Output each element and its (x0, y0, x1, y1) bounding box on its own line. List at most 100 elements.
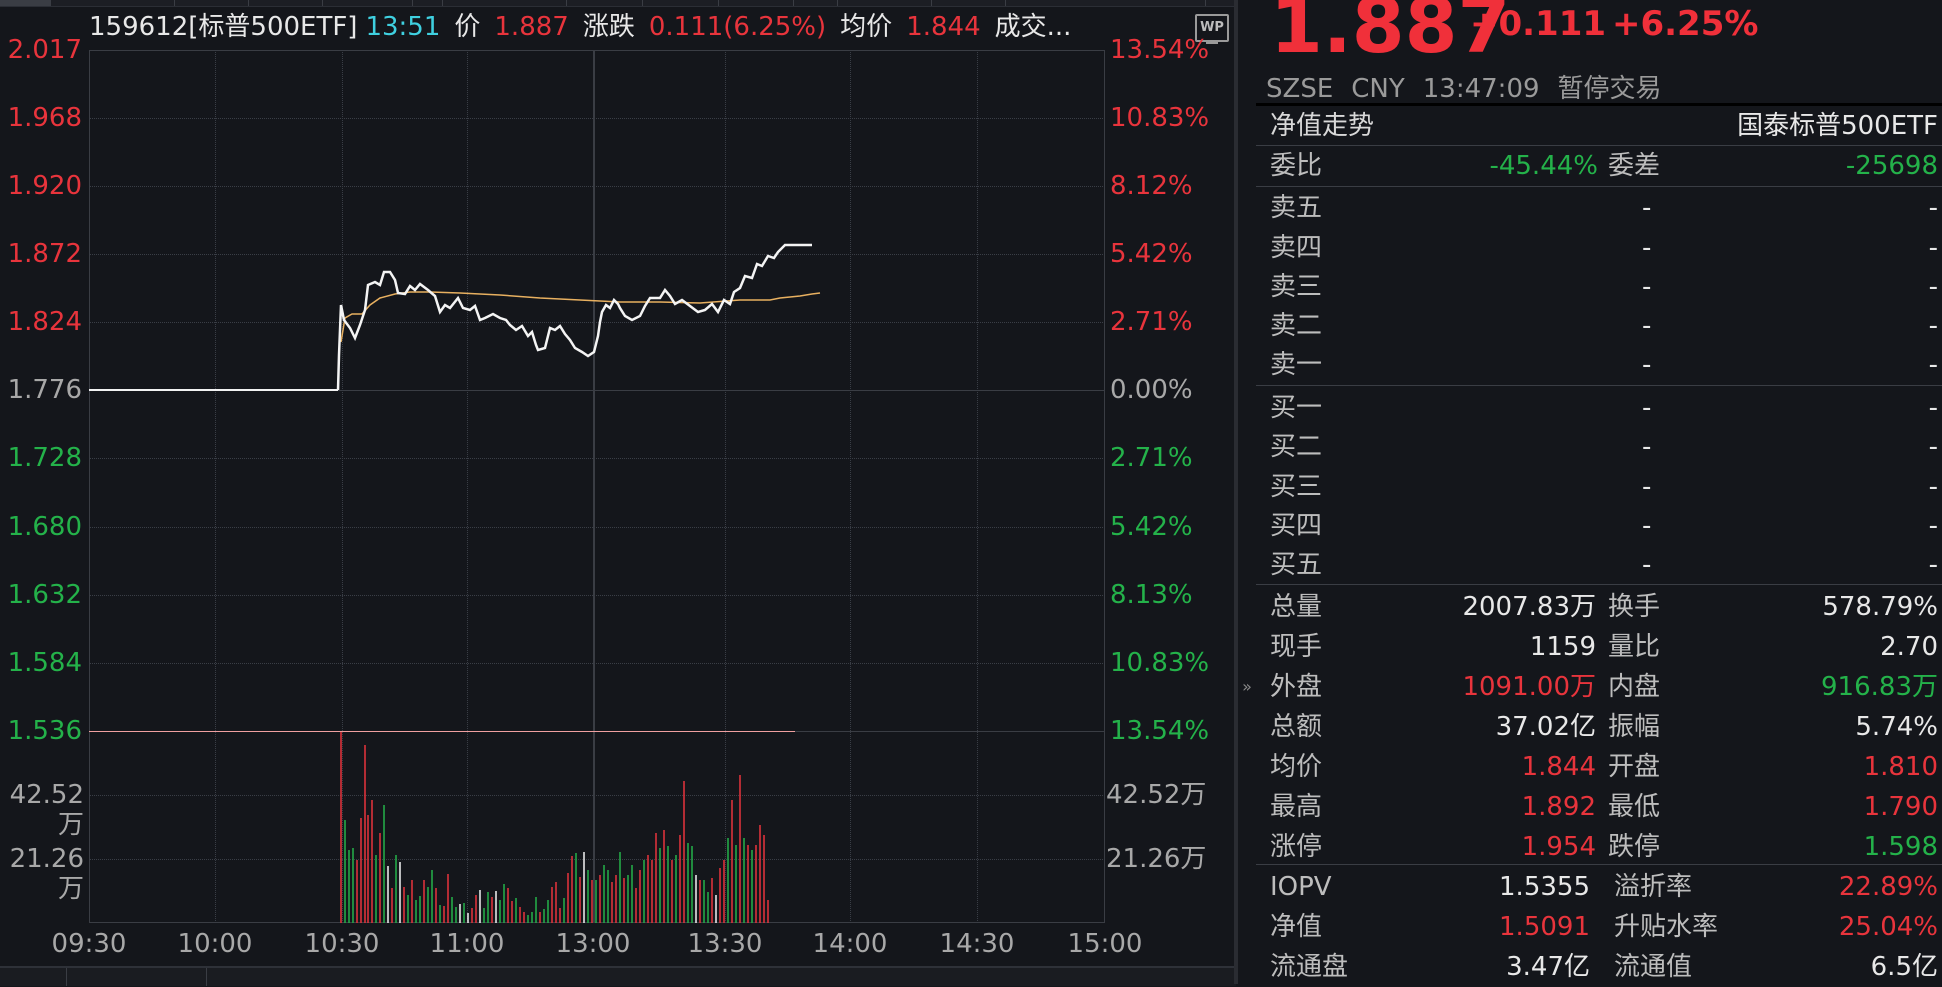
stat-row: 最高 1.892 最低 1.790 (1256, 787, 1942, 827)
bid-label: 买一 (1270, 393, 1323, 423)
top-tab[interactable] (837, 0, 932, 6)
chart-bottom-tabs (0, 966, 1236, 986)
volume-axis-label: 21.26万 (9, 844, 84, 904)
stat-value: 22.89% (1838, 872, 1938, 902)
etf-stat-row: 净值 1.5091 升贴水率 25.04% (1256, 907, 1942, 947)
stat-value: 37.02亿 (1495, 712, 1596, 742)
top-tab[interactable] (718, 0, 794, 6)
symbol-name: 159612[标普500ETF] (89, 12, 358, 42)
top-tab[interactable] (1005, 0, 1206, 6)
ask-price: - (1642, 233, 1652, 263)
stat-label: 流通盘 (1270, 952, 1349, 982)
time-axis-label: 11:00 (429, 929, 505, 959)
ask-price: - (1642, 311, 1652, 341)
top-tab[interactable] (322, 0, 413, 6)
time-axis-label: 10:00 (177, 929, 253, 959)
price-axis-label: 1.728 (7, 443, 82, 473)
price-change-pct: +6.25% (1612, 4, 1759, 44)
top-tab[interactable] (931, 0, 1006, 6)
grid-line (89, 118, 1105, 119)
stat-row: 现手 1159 量比 2.70 (1256, 627, 1942, 667)
stat-label: 最高 (1270, 792, 1323, 822)
stat-label: 最低 (1608, 792, 1661, 822)
nav-trend-row[interactable]: 净值走势 国泰标普500ETF (1256, 106, 1942, 146)
ask-row[interactable]: 卖一 - - (1256, 345, 1942, 385)
grid-line (725, 50, 726, 923)
ask-volume: - (1928, 350, 1938, 380)
stat-value: 2.70 (1880, 632, 1938, 662)
pct-axis-label: 10.83% (1110, 103, 1210, 133)
prev-close-line (89, 390, 1105, 391)
stat-value: 5.74% (1855, 712, 1938, 742)
collapse-panel-icon[interactable]: » (1242, 677, 1252, 696)
ask-label: 卖一 (1270, 350, 1323, 380)
pct-axis-label: 5.42% (1110, 239, 1193, 269)
stat-row: 外盘 1091.00万 内盘 916.83万 (1256, 667, 1942, 707)
top-tab[interactable] (174, 0, 249, 6)
bid-volume: - (1928, 393, 1938, 423)
stat-label: 总量 (1270, 592, 1323, 622)
stat-label: 均价 (1270, 752, 1323, 782)
ask-volume: - (1928, 233, 1938, 263)
pct-axis-label: 13.54% (1110, 35, 1210, 65)
price-axis-label: 1.776 (7, 375, 82, 405)
ask-row[interactable]: 卖二 - - (1256, 306, 1942, 346)
top-tab[interactable] (412, 0, 443, 6)
top-tab[interactable] (50, 0, 175, 6)
grid-line (850, 50, 851, 923)
bid-row[interactable]: 买三 - - (1256, 467, 1942, 507)
panel-splitter[interactable] (1234, 0, 1238, 984)
ask-label: 卖二 (1270, 311, 1323, 341)
price-axis-label: 1.536 (7, 716, 82, 746)
grid-line (89, 322, 1105, 323)
bid-label: 买三 (1270, 472, 1323, 502)
bid-volume: - (1928, 432, 1938, 462)
top-tab[interactable] (442, 0, 567, 6)
ask-label: 卖三 (1270, 272, 1323, 302)
grid-line (89, 527, 1105, 528)
bid-row[interactable]: 买五 - - (1256, 545, 1942, 585)
bid-label: 买五 (1270, 550, 1323, 580)
grid-line (89, 254, 1105, 255)
stat-row: 涨停 1.954 跌停 1.598 (1256, 827, 1942, 867)
bid-row[interactable]: 买一 - - (1256, 388, 1942, 428)
divider (1256, 584, 1942, 585)
top-tab[interactable] (793, 0, 838, 6)
stat-value: 1.5091 (1499, 912, 1590, 942)
top-tab[interactable] (0, 0, 51, 6)
stat-label: 净值 (1270, 912, 1323, 942)
bottom-tab[interactable] (66, 968, 207, 986)
stat-value: 916.83万 (1821, 672, 1938, 702)
grid-line (89, 663, 1105, 664)
volume-axis-label: 21.26万 (1106, 844, 1207, 874)
stat-label: 现手 (1270, 632, 1323, 662)
stat-value: 578.79% (1822, 592, 1938, 622)
ask-row[interactable]: 卖四 - - (1256, 228, 1942, 268)
wp-monitor-icon[interactable]: WP (1195, 14, 1229, 44)
pct-axis-label: 10.83% (1110, 648, 1210, 678)
price-axis-label: 1.968 (7, 103, 82, 133)
bottom-tab[interactable] (0, 968, 67, 986)
bid-row[interactable]: 买二 - - (1256, 427, 1942, 467)
stat-label: 跌停 (1608, 832, 1661, 862)
ask-row[interactable]: 卖五 - - (1256, 188, 1942, 228)
bid-row[interactable]: 买四 - - (1256, 506, 1942, 546)
divider (1256, 864, 1942, 865)
price-axis-label: 1.824 (7, 307, 82, 337)
bid-label: 买二 (1270, 432, 1323, 462)
grid-line (89, 595, 1105, 596)
stat-label: 振幅 (1608, 712, 1661, 742)
intraday-chart[interactable] (89, 50, 1105, 923)
chart-header: 159612[标普500ETF] 13:51 价 1.887 涨跌 0.111(6.25%… (89, 8, 1085, 46)
stat-label: 内盘 (1608, 672, 1661, 702)
top-tab[interactable] (248, 0, 323, 6)
volume-grid-line (89, 795, 1105, 796)
nav-trend-link[interactable]: 净值走势 (1270, 111, 1375, 141)
ask-row[interactable]: 卖三 - - (1256, 267, 1942, 307)
avg-label: 均价 (840, 12, 893, 42)
time-axis-label: 09:30 (51, 929, 127, 959)
ask-label: 卖四 (1270, 233, 1323, 263)
grid-line (89, 458, 1105, 459)
top-tab[interactable] (642, 0, 719, 6)
top-tab[interactable] (566, 0, 643, 6)
